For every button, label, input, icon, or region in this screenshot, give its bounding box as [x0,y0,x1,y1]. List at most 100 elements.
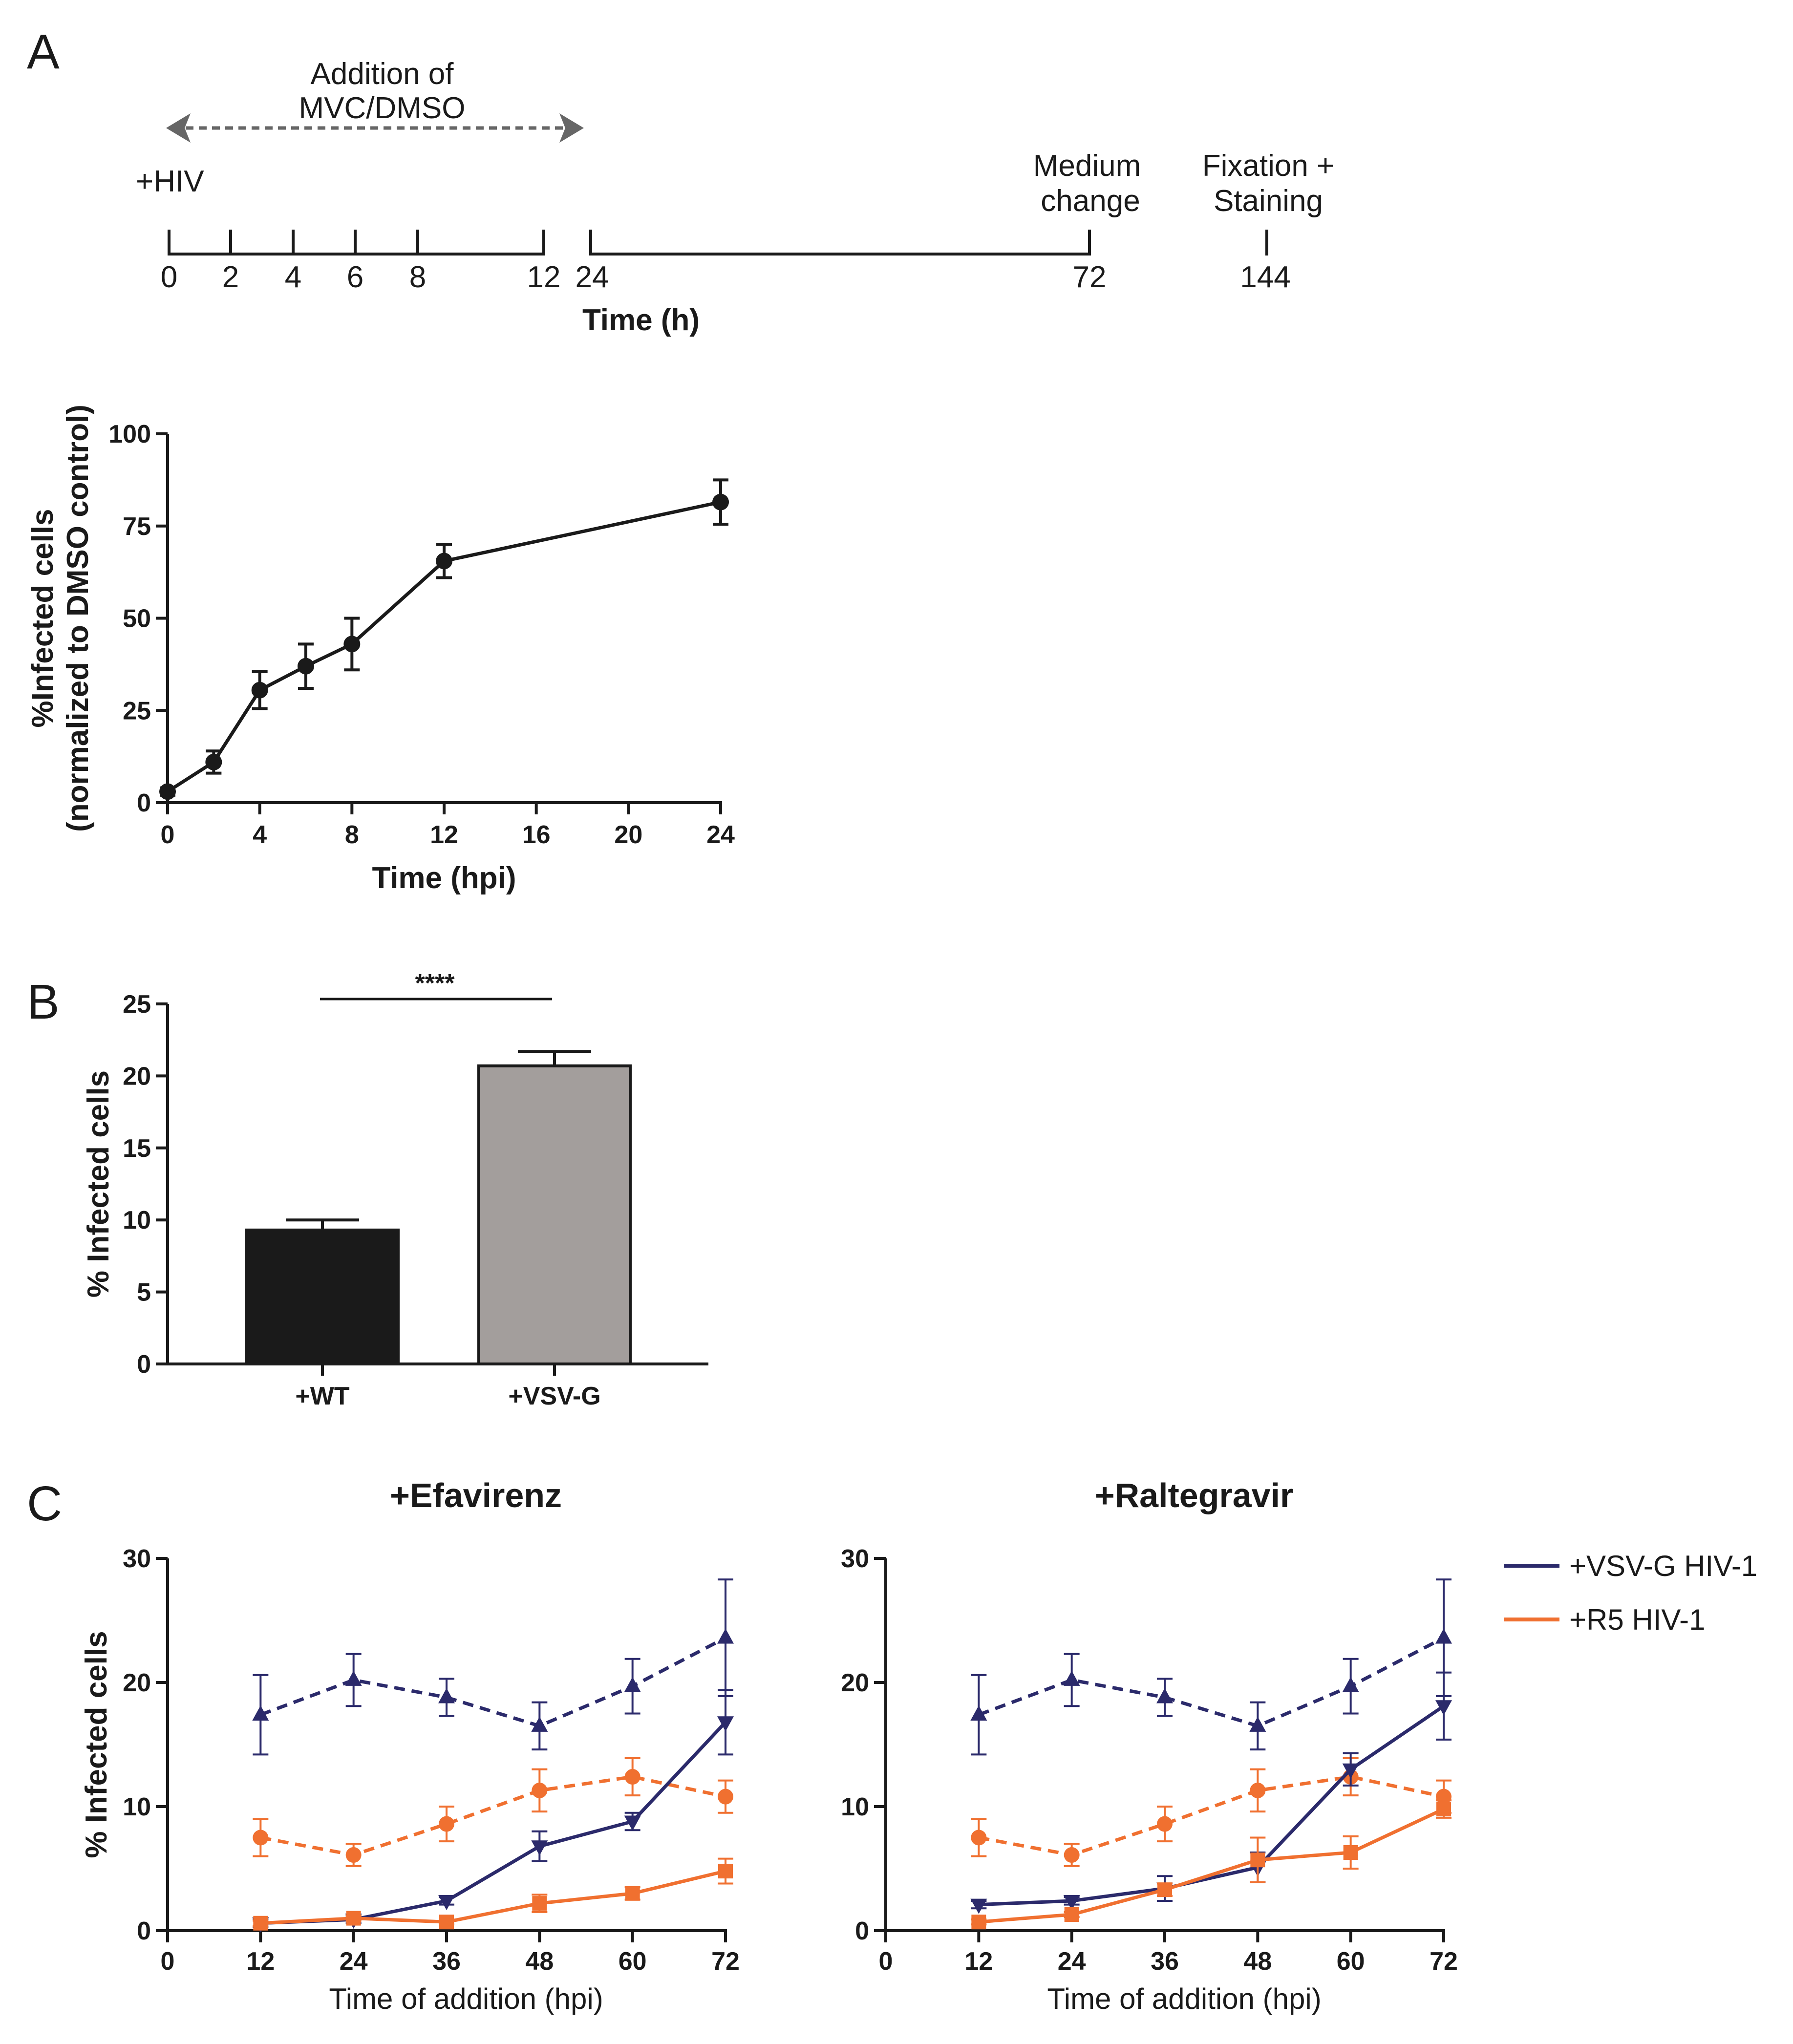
x-tick-label: 12 [964,1947,993,1976]
data-point [1342,1677,1359,1692]
x-tick-label: 0 [879,1947,893,1976]
x-axis-title: Time of addition (hpi) [329,1982,603,2015]
x-tick-label: 24 [706,821,735,849]
y-tick-label: 25 [123,697,151,725]
y-tick-label: 20 [123,1062,151,1090]
data-point [532,1896,547,1911]
data-point [253,1830,269,1846]
timeline-tick-label: 144 [1240,260,1290,294]
y-tick-label: 5 [137,1278,151,1307]
x-tick-label: 24 [1058,1947,1086,1976]
series-line [979,1807,1445,1924]
chart-title: +Raltegravir [1095,1476,1294,1514]
series-line [260,1869,726,1925]
bar [245,1228,400,1365]
data-point [159,783,176,800]
data-point [717,1716,734,1732]
x-tick-label: 12 [430,821,458,849]
data-point [345,1670,362,1686]
timeline-tick-label: 0 [161,260,177,294]
bar [477,1064,632,1365]
data-point [205,753,222,770]
data-point [1435,1700,1452,1716]
x-tick-label: 4 [253,821,267,849]
data-point [439,1915,454,1930]
data-point [436,553,452,570]
timeline-tick-label: 8 [409,260,426,294]
data-point [971,1915,986,1930]
series-line [260,1721,727,1925]
data-point [718,1864,733,1879]
y-tick-label: 0 [855,1917,869,1945]
y-axis-title-line1: %Infected cells [26,509,60,728]
timeline-tick-label: 2 [222,260,239,294]
data-point [1063,1895,1080,1911]
medium-label-line2: change [1041,184,1140,218]
timeline-ticks [168,230,1268,256]
data-point [1064,1907,1079,1922]
data-point [1157,1882,1172,1897]
x-tick-label: 12 [246,1947,275,1976]
data-point [531,1716,548,1732]
y-tick-label: 20 [123,1669,151,1697]
fixation-label-line2: Staining [1214,184,1323,218]
timeline-tick-label: 6 [347,260,363,294]
x-tick-label: 36 [1151,1947,1179,1976]
timeline-tick-labels: 0 2 4 6 8 12 24 72 144 [161,260,1291,294]
y-tick-label: 100 [108,420,151,448]
data-point [346,1911,361,1926]
data-point [712,493,729,511]
y-tick-label: 15 [123,1134,151,1163]
data-point [1343,1845,1358,1860]
addition-arrow-right-head [559,113,584,143]
x-tick-label: 72 [1430,1947,1458,1976]
addition-label-line2: MVC/DMSO [299,91,466,125]
series-line [978,1775,1444,1857]
series-line [260,1775,726,1857]
data-point [253,1916,268,1931]
data-point [298,658,314,675]
x-tick-label: 20 [614,821,642,849]
addition-label-line1: Addition of [311,57,454,91]
addition-arrow-left-head [166,113,191,143]
data-point [971,1830,987,1846]
data-point [439,1816,454,1832]
medium-label-line1: Medium [1033,149,1141,183]
timeline-axis-title: Time (h) [582,303,700,337]
panel-b-bar-chart: 0 5 10 15 20 25 % Infected cells +WT +VSV-G **** [82,969,708,1410]
y-tick-label: 10 [123,1206,151,1235]
data-point [717,1628,734,1644]
x-tick-label: 24 [340,1947,368,1976]
data-point [970,1898,987,1914]
data-point [970,1705,987,1721]
panel-a-timeline: A Addition of MVC/DMSO +HIV Medium chang… [27,24,1334,337]
timeline-tick-label: 24 [576,260,609,294]
panel-letter-b: B [27,975,60,1029]
y-axis-title: % Infected cells [82,1070,115,1298]
x-tick-label: 0 [161,1947,175,1976]
y-tick-label: 10 [123,1793,151,1821]
x-tick-label: 60 [619,1947,647,1976]
y-tick-label: 75 [123,512,151,541]
x-tick-label: 72 [711,1947,740,1976]
data-point [624,1815,641,1831]
timeline-tick-label: 12 [527,260,561,294]
data-point [438,1895,455,1911]
legend-label-r5: +R5 HIV-1 [1569,1603,1705,1636]
data-point [1250,1782,1266,1798]
panel-c-efavirenz-chart: 0 10 20 30 0 12 24 36 48 60 72 Time of addition (hp… [80,1476,740,2015]
legend: +VSV-G HIV-1 +R5 HIV-1 [1504,1550,1757,1636]
data-point [532,1782,548,1798]
y-tick-label: 0 [137,789,151,817]
data-point [624,1769,640,1785]
chart-title: +Efavirenz [390,1476,562,1514]
x-tick-label: 48 [525,1947,554,1976]
data-point [1157,1816,1173,1832]
series-line [260,1636,726,1728]
y-tick-label: 25 [123,990,151,1019]
timeline-tick-label: 4 [285,260,301,294]
data-point [252,1705,269,1721]
panel-letter-c: C [27,1476,62,1531]
data-point [1249,1716,1266,1732]
